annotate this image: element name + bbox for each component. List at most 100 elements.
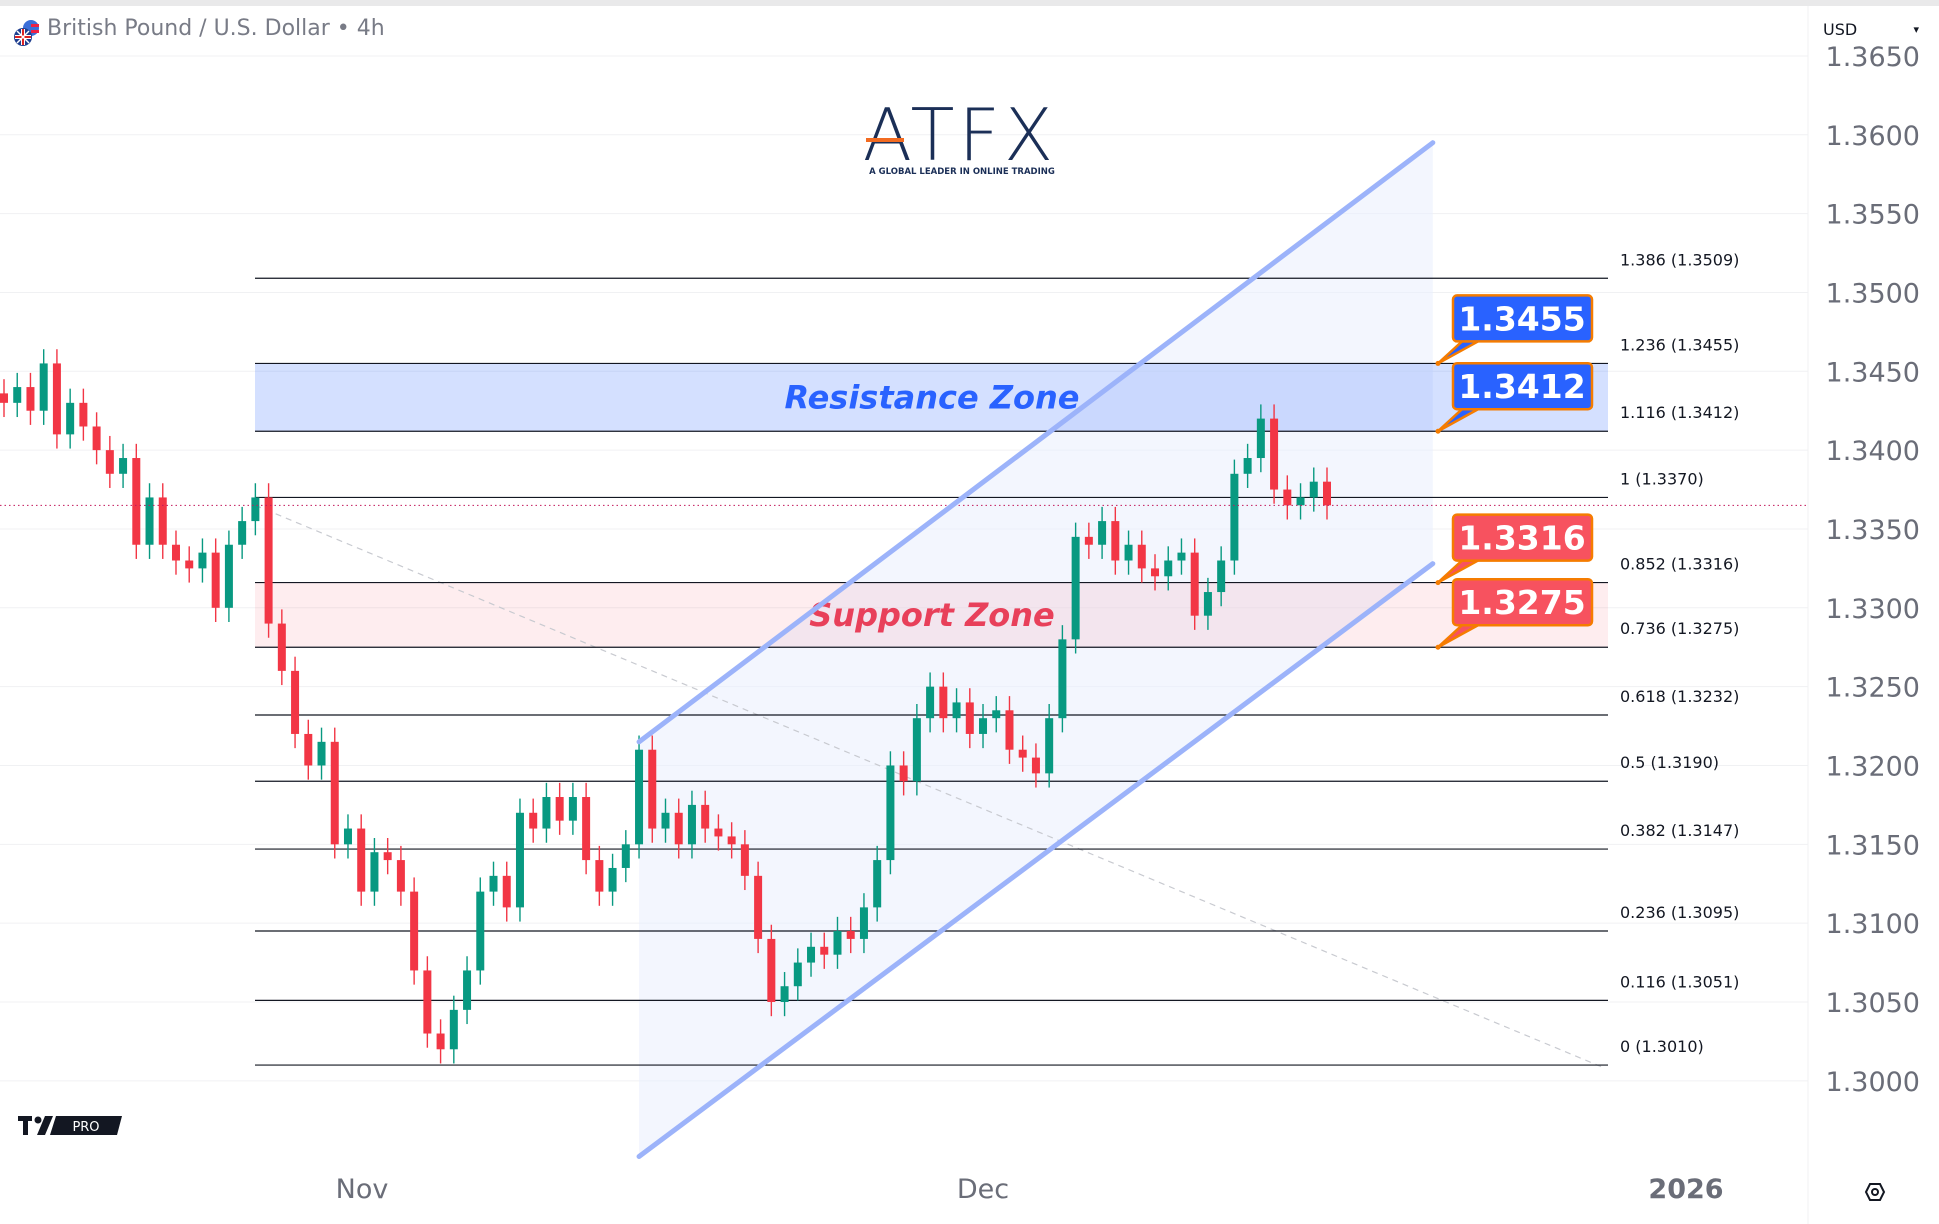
zone-resistance (255, 363, 1608, 432)
candle-body (171, 544, 180, 561)
candle-body (463, 970, 472, 1010)
candle-body (1031, 757, 1040, 774)
candle-body (26, 387, 35, 411)
fib-label: 0.618 (1.3232) (1620, 687, 1739, 706)
candle-body (502, 875, 511, 908)
candle-body (251, 497, 260, 522)
candle-body (330, 741, 339, 845)
y-tick-label: 1.3050 (1826, 988, 1920, 1019)
candle-body (767, 938, 776, 1002)
candle-body (383, 852, 392, 861)
candle-body (542, 797, 551, 829)
candle-body (158, 497, 167, 545)
fib-label: 1.386 (1.3509) (1620, 250, 1739, 269)
candle-body (1058, 639, 1067, 719)
y-tick-label: 1.3600 (1826, 121, 1920, 152)
candle-body (568, 797, 577, 821)
candle-body (727, 836, 736, 845)
fib-label: 1 (1.3370) (1620, 469, 1704, 488)
candle-body (343, 828, 352, 845)
candle-body (291, 670, 300, 734)
fib-label: 0.736 (1.3275) (1620, 619, 1739, 638)
y-tick-label: 1.3500 (1826, 278, 1920, 309)
candle-body (899, 765, 908, 782)
candle-body (1005, 710, 1014, 750)
candle-body (740, 844, 749, 876)
candle-body (1111, 521, 1120, 561)
settings-icon[interactable] (1864, 1183, 1886, 1201)
x-tick-label: Nov (336, 1174, 389, 1205)
callout-anchor (1435, 644, 1441, 650)
candle-body (436, 1033, 445, 1050)
fib-label: 0 (1.3010) (1620, 1037, 1704, 1056)
candle-body (595, 860, 604, 892)
candle-body (886, 765, 895, 861)
candle-body (1177, 552, 1186, 561)
candle-body (635, 749, 644, 845)
channel-fill (639, 142, 1433, 1157)
callout-price: 1.3412 (1458, 367, 1585, 406)
callout-anchor (1435, 428, 1441, 434)
callout-anchor (1435, 580, 1441, 586)
candle-body (780, 986, 789, 1002)
candle-body (1071, 536, 1080, 640)
candle-body (952, 702, 961, 719)
candle-body (304, 733, 313, 766)
candle-body (1243, 458, 1252, 474)
candle-body (132, 458, 141, 545)
channel-upper-line (636, 140, 1436, 745)
tradingview-pro-logo: PRO (18, 1116, 122, 1135)
symbol-title[interactable]: British Pound / U.S. Dollar • 4h (47, 16, 385, 41)
candle-body (833, 931, 842, 955)
candle-body (370, 852, 379, 892)
candle-body (1137, 544, 1146, 569)
candle-body (317, 741, 326, 766)
candle-body (926, 686, 935, 719)
candle-body (1190, 552, 1199, 616)
y-tick-label: 1.3650 (1826, 42, 1920, 73)
svg-text:A GLOBAL LEADER IN ONLINE TRAD: A GLOBAL LEADER IN ONLINE TRADING (869, 167, 1055, 177)
currency-value: USD (1823, 20, 1858, 39)
candle-body (489, 875, 498, 892)
candle-body (701, 804, 710, 829)
candle-body (66, 402, 75, 435)
callout-box (1451, 513, 1594, 562)
candle-body (145, 497, 154, 545)
callout-price: 1.3316 (1458, 519, 1585, 558)
candle-body (198, 552, 207, 569)
x-tick-label: 2026 (1648, 1174, 1723, 1205)
candle-body (873, 860, 882, 908)
y-tick-label: 1.3550 (1826, 200, 1920, 231)
candle-body (912, 718, 921, 782)
callout-box (1451, 294, 1594, 343)
candle-body (185, 560, 194, 569)
fib-label: 1.236 (1.3455) (1620, 335, 1739, 354)
candle-body (264, 497, 273, 624)
trend-line (255, 504, 1606, 1069)
x-tick-label: Dec (957, 1174, 1009, 1205)
candle-body (820, 946, 829, 955)
candle-body (211, 552, 220, 608)
candle-body (1084, 536, 1093, 545)
candle-body (648, 749, 657, 829)
candle-body (939, 686, 948, 719)
callout-anchor (1435, 360, 1441, 366)
candle-body (661, 812, 670, 829)
candle-body (1230, 473, 1239, 561)
candle-body (105, 450, 114, 474)
zone-label: Resistance Zone (785, 378, 1080, 416)
currency-select[interactable]: USD ▾ (1813, 12, 1929, 47)
candle-body (1164, 560, 1173, 577)
y-tick-label: 1.3350 (1826, 515, 1920, 546)
candle-body (807, 946, 816, 963)
zone-label: Support Zone (809, 596, 1055, 634)
candle-body (582, 797, 591, 861)
candle-body (1283, 489, 1292, 506)
chevron-down-icon: ▾ (1913, 23, 1919, 36)
candle-body (1045, 718, 1054, 774)
y-tick-label: 1.3300 (1826, 594, 1920, 625)
candle-body (79, 402, 88, 427)
candle-body (238, 521, 247, 545)
candle-body (674, 812, 683, 845)
